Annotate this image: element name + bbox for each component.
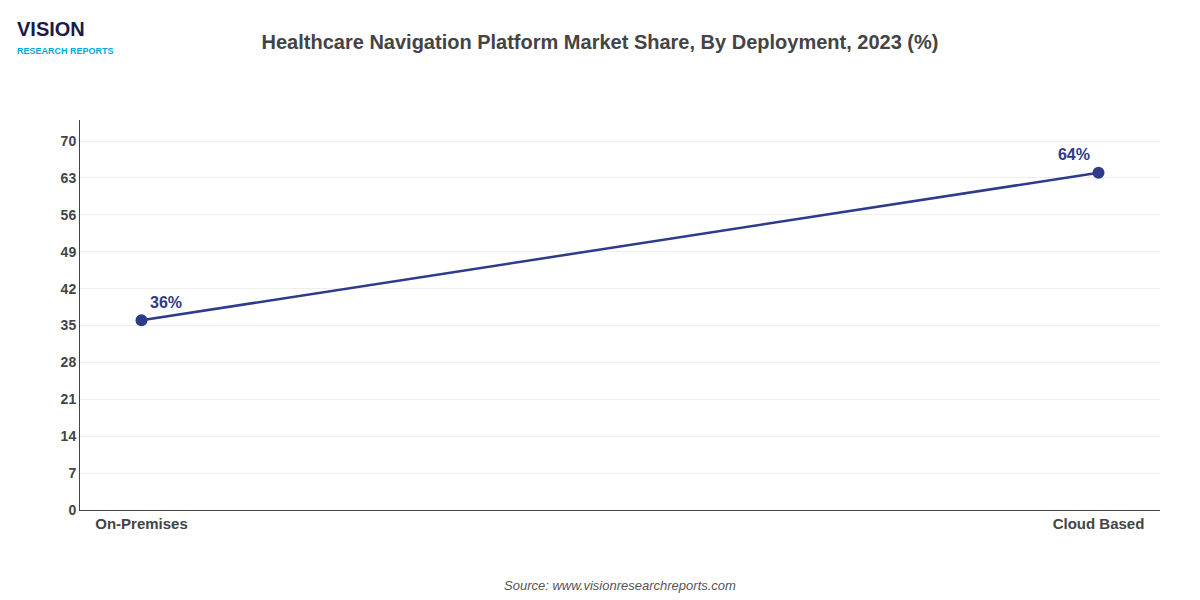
svg-text:70: 70: [61, 133, 77, 149]
svg-text:35: 35: [61, 317, 77, 333]
svg-text:VISION: VISION: [17, 18, 85, 40]
svg-text:Cloud Based: Cloud Based: [1053, 515, 1145, 532]
svg-text:64%: 64%: [1058, 146, 1090, 163]
svg-text:14: 14: [61, 428, 77, 444]
svg-text:Healthcare Navigation Platform: Healthcare Navigation Platform Market Sh…: [262, 31, 939, 53]
svg-text:RESEARCH REPORTS: RESEARCH REPORTS: [17, 46, 114, 56]
svg-text:36%: 36%: [150, 294, 182, 311]
svg-text:0: 0: [68, 502, 76, 518]
svg-text:21: 21: [61, 391, 77, 407]
svg-text:Source: www.visionresearchrepo: Source: www.visionresearchreports.com: [504, 578, 736, 593]
svg-text:63: 63: [61, 170, 77, 186]
svg-text:49: 49: [61, 244, 77, 260]
svg-text:On-Premises: On-Premises: [95, 515, 188, 532]
svg-text:28: 28: [61, 354, 77, 370]
svg-text:7: 7: [68, 465, 76, 481]
svg-text:56: 56: [61, 207, 77, 223]
svg-text:42: 42: [61, 281, 77, 297]
